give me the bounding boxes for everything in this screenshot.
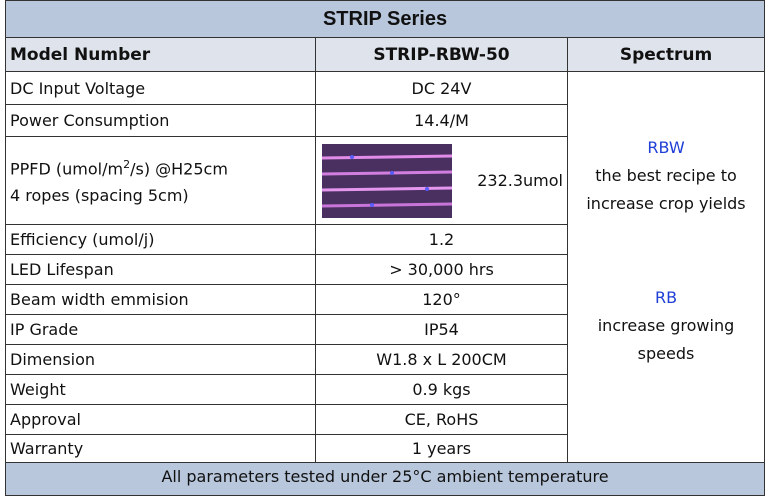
- spectrum-desc: speeds: [568, 340, 764, 368]
- spectrum-desc: increase crop yields: [568, 190, 764, 218]
- row-label: DC Input Voltage: [6, 72, 316, 105]
- label-text: PPFD (umol/m: [10, 160, 123, 179]
- header: Model Number: [6, 38, 316, 72]
- row-label: Dimension: [6, 345, 316, 375]
- footer: All parameters tested under 25°C ambient…: [6, 463, 765, 496]
- row-label: Approval: [6, 405, 316, 435]
- row-value: 1 years: [316, 435, 568, 463]
- row-value: W1.8 x L 200CM: [316, 345, 568, 375]
- spectrum-desc: increase growing: [568, 312, 764, 340]
- row-value: 232.3umol: [316, 137, 568, 225]
- spectrum-desc: the best recipe to: [568, 162, 764, 190]
- page: STRIP Series Model Number STRIP-RBW-50 S…: [0, 0, 769, 490]
- row-label: Power Consumption: [6, 105, 316, 137]
- row-label: Beam width emmision: [6, 285, 316, 315]
- row-label: Warranty: [6, 435, 316, 463]
- row-label: Weight: [6, 375, 316, 405]
- row-value: IP54: [316, 315, 568, 345]
- label-line: PPFD (umol/m2/s) @H25cm: [10, 152, 311, 182]
- led-strip-photo: [322, 144, 452, 218]
- label-text: /s) @H25cm: [130, 160, 228, 179]
- row-label: IP Grade: [6, 315, 316, 345]
- spectrum-name: RB: [568, 284, 764, 312]
- label-line: 4 ropes (spacing 5cm): [10, 183, 311, 209]
- spectrum-name: RBW: [568, 134, 764, 162]
- header: STRIP-RBW-50: [316, 38, 568, 72]
- row-value: DC 24V: [316, 72, 568, 105]
- row-value: 0.9 kgs: [316, 375, 568, 405]
- row-value: CE, RoHS: [316, 405, 568, 435]
- row-value: 14.4/M: [316, 105, 568, 137]
- value-text: 232.3umol: [477, 171, 563, 190]
- table-title: STRIP Series: [6, 1, 765, 38]
- row-value: > 30,000 hrs: [316, 255, 568, 285]
- header: Spectrum: [568, 38, 765, 72]
- row-label: LED Lifespan: [6, 255, 316, 285]
- spec-table: STRIP Series Model Number STRIP-RBW-50 S…: [5, 0, 765, 496]
- row-value: 1.2: [316, 225, 568, 255]
- row-label: Efficiency (umol/j): [6, 225, 316, 255]
- row-value: 120°: [316, 285, 568, 315]
